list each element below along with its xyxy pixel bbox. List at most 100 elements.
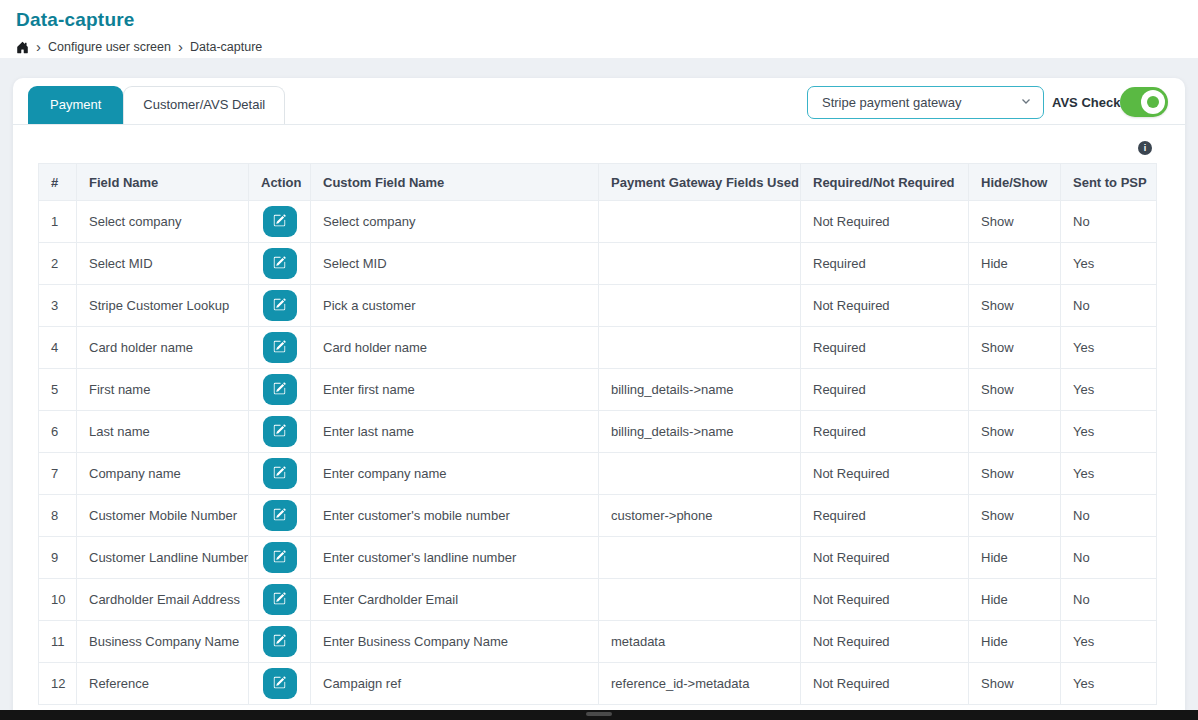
edit-button[interactable]: [263, 542, 297, 573]
edit-icon: [273, 508, 286, 524]
action-cell: [249, 285, 311, 327]
hide-show-cell: Show: [969, 285, 1061, 327]
action-cell: [249, 579, 311, 621]
action-cell: [249, 411, 311, 453]
edit-button[interactable]: [263, 290, 297, 321]
hide-show-cell: Show: [969, 495, 1061, 537]
custom-field-name-cell: Card holder name: [311, 327, 599, 369]
required-cell: Not Required: [801, 285, 969, 327]
edit-button[interactable]: [263, 206, 297, 237]
column-header-sent-to-psp: Sent to PSP: [1061, 164, 1157, 201]
action-cell: [249, 243, 311, 285]
chevron-down-icon: [1020, 95, 1032, 110]
breadcrumb-item-data-capture: Data-capture: [190, 40, 262, 54]
table-row: 9 Customer Landline Number Enter custome…: [39, 537, 1157, 579]
edit-button[interactable]: [263, 458, 297, 489]
hide-show-cell: Show: [969, 327, 1061, 369]
gateway-field-cell: [599, 243, 801, 285]
payment-gateway-select[interactable]: Stripe payment gateway: [807, 86, 1044, 119]
breadcrumb-separator-icon: ›: [178, 39, 183, 54]
edit-button[interactable]: [263, 332, 297, 363]
hide-show-cell: Hide: [969, 579, 1061, 621]
custom-field-name-cell: Enter Cardholder Email: [311, 579, 599, 621]
sent-to-psp-cell: Yes: [1061, 327, 1157, 369]
table-row: 11 Business Company Name Enter Business …: [39, 621, 1157, 663]
table-row: 2 Select MID Select MID Required Hide Ye…: [39, 243, 1157, 285]
edit-icon: [273, 340, 286, 356]
edit-button[interactable]: [263, 584, 297, 615]
edit-icon: [273, 256, 286, 272]
table-row: 7 Company name Enter company name Not Re…: [39, 453, 1157, 495]
edit-icon: [273, 592, 286, 608]
custom-field-name-cell: Select MID: [311, 243, 599, 285]
sent-to-psp-cell: Yes: [1061, 369, 1157, 411]
content-area: Payment Customer/AVS Detail Stripe payme…: [0, 58, 1198, 720]
avs-check-label: AVS Check: [1052, 95, 1120, 110]
table-header: # Field Name Action Custom Field Name Pa…: [39, 164, 1157, 201]
table-row: 5 First name Enter first name billing_de…: [39, 369, 1157, 411]
table-row: 10 Cardholder Email Address Enter Cardho…: [39, 579, 1157, 621]
toggle-knob: [1141, 90, 1165, 114]
table-row: 8 Customer Mobile Number Enter customer'…: [39, 495, 1157, 537]
gateway-field-cell: billing_details->name: [599, 369, 801, 411]
required-cell: Not Required: [801, 579, 969, 621]
table-row: 4 Card holder name Card holder name Requ…: [39, 327, 1157, 369]
required-cell: Required: [801, 369, 969, 411]
table-body: 1 Select company Select company Not Requ…: [39, 201, 1157, 705]
edit-icon: [273, 298, 286, 314]
main-card: Payment Customer/AVS Detail Stripe payme…: [13, 78, 1185, 720]
tab-customer-avs-detail[interactable]: Customer/AVS Detail: [123, 86, 285, 124]
edit-icon: [273, 466, 286, 482]
action-cell: [249, 537, 311, 579]
edit-button[interactable]: [263, 626, 297, 657]
action-cell: [249, 453, 311, 495]
home-icon[interactable]: [16, 41, 29, 54]
tab-payment[interactable]: Payment: [28, 86, 123, 124]
row-number-cell: 6: [39, 411, 77, 453]
field-name-cell: First name: [77, 369, 249, 411]
field-name-cell: Last name: [77, 411, 249, 453]
column-header-hide-show: Hide/Show: [969, 164, 1061, 201]
table-row: 3 Stripe Customer Lookup Pick a customer…: [39, 285, 1157, 327]
hide-show-cell: Hide: [969, 537, 1061, 579]
edit-button[interactable]: [263, 248, 297, 279]
custom-field-name-cell: Enter company name: [311, 453, 599, 495]
edit-button[interactable]: [263, 668, 297, 699]
required-cell: Required: [801, 327, 969, 369]
sent-to-psp-cell: Yes: [1061, 453, 1157, 495]
field-name-cell: Card holder name: [77, 327, 249, 369]
edit-icon: [273, 550, 286, 566]
row-number-cell: 9: [39, 537, 77, 579]
row-number-cell: 12: [39, 663, 77, 705]
row-number-cell: 7: [39, 453, 77, 495]
sent-to-psp-cell: Yes: [1061, 663, 1157, 705]
gateway-field-cell: [599, 579, 801, 621]
edit-button[interactable]: [263, 416, 297, 447]
breadcrumb-separator-icon: ›: [36, 39, 41, 54]
sent-to-psp-cell: No: [1061, 537, 1157, 579]
required-cell: Required: [801, 495, 969, 537]
action-cell: [249, 327, 311, 369]
edit-icon: [273, 676, 286, 692]
action-cell: [249, 201, 311, 243]
custom-field-name-cell: Enter customer's mobile number: [311, 495, 599, 537]
avs-check-toggle[interactable]: [1120, 87, 1168, 117]
field-name-cell: Business Company Name: [77, 621, 249, 663]
sent-to-psp-cell: Yes: [1061, 621, 1157, 663]
breadcrumb-item-configure-user-screen[interactable]: Configure user screen: [48, 40, 171, 54]
sent-to-psp-cell: No: [1061, 201, 1157, 243]
info-icon[interactable]: i: [1138, 141, 1152, 155]
action-cell: [249, 369, 311, 411]
edit-button[interactable]: [263, 500, 297, 531]
sent-to-psp-cell: No: [1061, 285, 1157, 327]
hide-show-cell: Show: [969, 663, 1061, 705]
window-bottom-bar: [0, 710, 1198, 720]
column-header-action: Action: [249, 164, 311, 201]
sent-to-psp-cell: No: [1061, 579, 1157, 621]
row-number-cell: 8: [39, 495, 77, 537]
data-capture-table: # Field Name Action Custom Field Name Pa…: [38, 163, 1157, 705]
custom-field-name-cell: Enter Business Company Name: [311, 621, 599, 663]
gateway-field-cell: [599, 537, 801, 579]
breadcrumb: › Configure user screen › Data-capture: [16, 40, 1182, 54]
edit-button[interactable]: [263, 374, 297, 405]
